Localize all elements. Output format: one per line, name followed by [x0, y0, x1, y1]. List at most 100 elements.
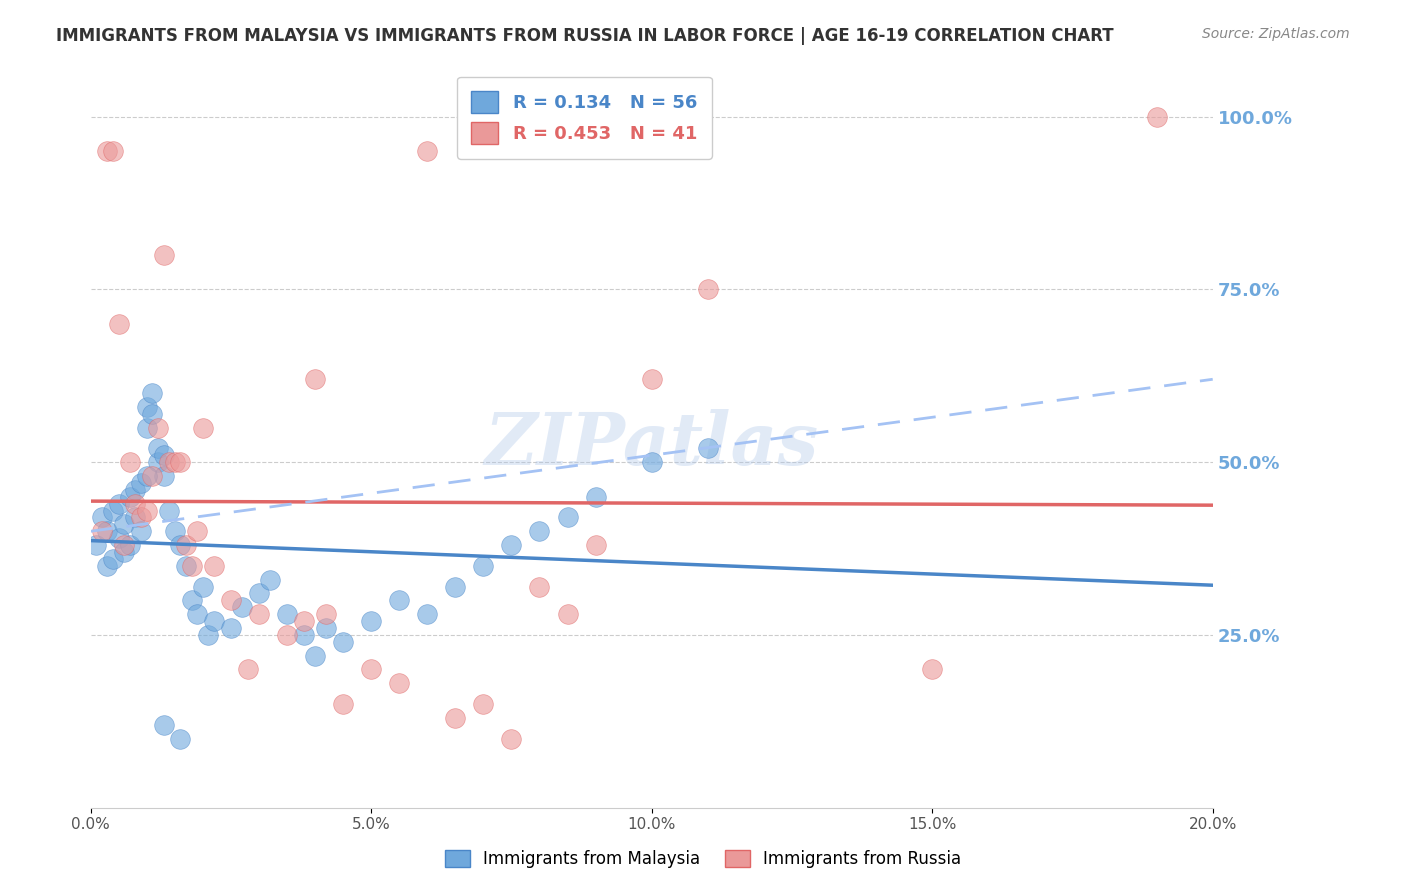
Point [304, 372, 326, 386]
Point [118, 538, 141, 552]
Point [129, 475, 152, 490]
Point [529, 580, 551, 594]
Legend: Immigrants from Malaysia, Immigrants from Russia: Immigrants from Malaysia, Immigrants fro… [437, 843, 969, 875]
Point [141, 386, 163, 401]
Point [276, 607, 298, 622]
Point [276, 628, 298, 642]
Point [169, 731, 191, 746]
Point [501, 731, 523, 746]
Point [146, 455, 169, 469]
Point [557, 510, 579, 524]
Point [236, 663, 259, 677]
Point [247, 607, 270, 622]
Point [152, 469, 174, 483]
Point [557, 607, 579, 622]
Point [388, 676, 411, 690]
Point [640, 455, 662, 469]
Point [163, 455, 186, 469]
Point [124, 497, 146, 511]
Point [202, 558, 225, 573]
Point [247, 586, 270, 600]
Point [259, 573, 281, 587]
Point [107, 497, 129, 511]
Text: Source: ZipAtlas.com: Source: ZipAtlas.com [1202, 27, 1350, 41]
Point [146, 420, 169, 434]
Point [219, 593, 242, 607]
Point [231, 600, 253, 615]
Point [157, 455, 180, 469]
Point [169, 538, 191, 552]
Point [135, 400, 157, 414]
Point [152, 448, 174, 462]
Point [96, 558, 118, 573]
Point [112, 545, 135, 559]
Point [191, 420, 214, 434]
Text: ZIPatlas: ZIPatlas [485, 409, 818, 481]
Point [696, 282, 718, 296]
Point [112, 517, 135, 532]
Point [472, 558, 495, 573]
Point [332, 635, 354, 649]
Text: IMMIGRANTS FROM MALAYSIA VS IMMIGRANTS FROM RUSSIA IN LABOR FORCE | AGE 16-19 CO: IMMIGRANTS FROM MALAYSIA VS IMMIGRANTS F… [56, 27, 1114, 45]
Point [315, 621, 337, 635]
Point [219, 621, 242, 635]
Point [152, 248, 174, 262]
Point [107, 317, 129, 331]
Point [472, 697, 495, 711]
Point [141, 407, 163, 421]
Point [292, 614, 315, 628]
Point [112, 538, 135, 552]
Point [174, 538, 197, 552]
Point [146, 442, 169, 456]
Point [157, 503, 180, 517]
Point [174, 558, 197, 573]
Point [90, 524, 112, 539]
Point [501, 538, 523, 552]
Point [444, 580, 467, 594]
Point [416, 607, 439, 622]
Point [141, 469, 163, 483]
Point [118, 455, 141, 469]
Point [135, 420, 157, 434]
Point [169, 455, 191, 469]
Point [96, 524, 118, 539]
Point [118, 490, 141, 504]
Point [315, 607, 337, 622]
Point [416, 145, 439, 159]
Point [529, 524, 551, 539]
Point [129, 524, 152, 539]
Point [388, 593, 411, 607]
Point [180, 593, 202, 607]
Point [96, 145, 118, 159]
Point [124, 483, 146, 497]
Point [191, 580, 214, 594]
Point [360, 614, 382, 628]
Point [186, 524, 208, 539]
Point [360, 663, 382, 677]
Point [202, 614, 225, 628]
Point [292, 628, 315, 642]
Point [585, 538, 607, 552]
Point [129, 510, 152, 524]
Legend: R = 0.134   N = 56, R = 0.453   N = 41: R = 0.134 N = 56, R = 0.453 N = 41 [457, 77, 711, 159]
Point [180, 558, 202, 573]
Point [921, 663, 943, 677]
Point [124, 510, 146, 524]
Point [84, 538, 107, 552]
Point [135, 503, 157, 517]
Point [107, 531, 129, 545]
Point [696, 442, 718, 456]
Point [90, 510, 112, 524]
Point [135, 469, 157, 483]
Point [640, 372, 662, 386]
Point [186, 607, 208, 622]
Point [444, 711, 467, 725]
Point [585, 490, 607, 504]
Point [197, 628, 219, 642]
Point [304, 648, 326, 663]
Point [101, 145, 124, 159]
Point [163, 524, 186, 539]
Point [152, 718, 174, 732]
Point [101, 552, 124, 566]
Point [1146, 110, 1168, 124]
